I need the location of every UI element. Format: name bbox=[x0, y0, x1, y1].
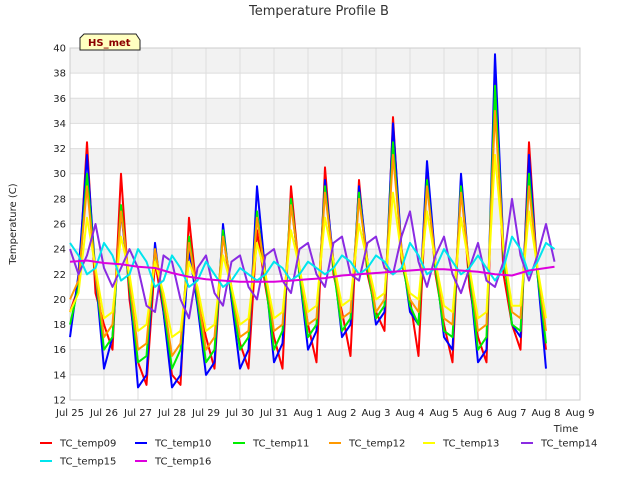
series-line-TC_temp15 bbox=[69, 235, 556, 288]
x-tick-label: Aug 6 bbox=[463, 408, 492, 419]
x-tick-label: Aug 3 bbox=[361, 408, 390, 419]
x-tick-label: Aug 1 bbox=[293, 408, 322, 419]
series-line-TC_temp14 bbox=[69, 197, 556, 320]
y-tick-label: 16 bbox=[53, 345, 66, 356]
plot-band bbox=[70, 98, 580, 124]
y-tick-label: 22 bbox=[53, 270, 66, 281]
x-axis-label: Time bbox=[553, 424, 578, 435]
legend-label: TC_temp11 bbox=[252, 439, 309, 450]
y-tick-label: 34 bbox=[53, 119, 66, 130]
legend-label: TC_temp12 bbox=[348, 439, 405, 450]
x-tick-label: Jul 31 bbox=[259, 408, 288, 419]
y-tick-label: 12 bbox=[53, 396, 66, 407]
x-tick-label: Aug 8 bbox=[531, 408, 560, 419]
y-tick-label: 38 bbox=[53, 69, 66, 80]
y-tick-label: 24 bbox=[53, 245, 66, 256]
legend-label: TC_temp16 bbox=[154, 457, 211, 468]
x-axis-ticks: Jul 25 Jul 26 Jul 27 Jul 28 Jul 29 Jul 30 Jul … bbox=[55, 408, 595, 419]
y-tick-label: 40 bbox=[53, 44, 66, 55]
plot-frame bbox=[69, 47, 581, 401]
x-tick-label: Jul 27 bbox=[123, 408, 152, 419]
plot-band bbox=[70, 48, 580, 74]
x-tick-label: Aug 2 bbox=[327, 408, 356, 419]
series-line-TC_temp16 bbox=[69, 259, 555, 283]
y-tick-label: 28 bbox=[53, 194, 66, 205]
x-tick-label: Aug 5 bbox=[429, 408, 458, 419]
x-tick-label: Aug 7 bbox=[497, 408, 526, 419]
chart-title: Temperature Profile B bbox=[248, 4, 389, 19]
y-tick-label: 30 bbox=[53, 169, 66, 180]
legend-label: TC_temp09 bbox=[59, 439, 116, 450]
x-tick-label: Jul 26 bbox=[89, 408, 118, 419]
y-tick-label: 14 bbox=[53, 370, 66, 381]
x-tick-label: Jul 25 bbox=[55, 408, 84, 419]
y-tick-label: 26 bbox=[53, 220, 66, 231]
x-tick-label: Jul 28 bbox=[157, 408, 186, 419]
legend: TC_temp09 TC_temp10 TC_temp11 TC_temp12 TC_t… bbox=[40, 439, 597, 468]
legend-label: TC_temp13 bbox=[442, 439, 499, 450]
plot-band bbox=[70, 349, 580, 375]
y-axis-label: Temperature (C) bbox=[8, 183, 19, 265]
hs-met-badge: HS_met bbox=[79, 33, 141, 51]
x-tick-label: Jul 30 bbox=[225, 408, 254, 419]
legend-label: TC_temp14 bbox=[540, 439, 597, 450]
series-line-TC_temp13 bbox=[69, 153, 547, 339]
legend-label: TC_temp10 bbox=[154, 439, 211, 450]
y-axis-ticks: 12 14 16 18 20 22 24 26 28 30 32 34 36 38 40 bbox=[53, 44, 66, 407]
y-tick-label: 36 bbox=[53, 94, 66, 105]
y-tick-label: 18 bbox=[53, 320, 66, 331]
hs-met-badge-text: HS_met bbox=[88, 38, 131, 49]
y-tick-label: 32 bbox=[53, 144, 66, 155]
legend-label: TC_temp15 bbox=[59, 457, 116, 468]
x-tick-label: Jul 29 bbox=[191, 408, 220, 419]
x-tick-label: Aug 9 bbox=[565, 408, 594, 419]
series-lines bbox=[69, 53, 556, 389]
series-line-TC_temp12 bbox=[69, 109, 547, 357]
y-tick-label: 20 bbox=[53, 295, 66, 306]
x-tick-label: Aug 4 bbox=[395, 408, 424, 419]
